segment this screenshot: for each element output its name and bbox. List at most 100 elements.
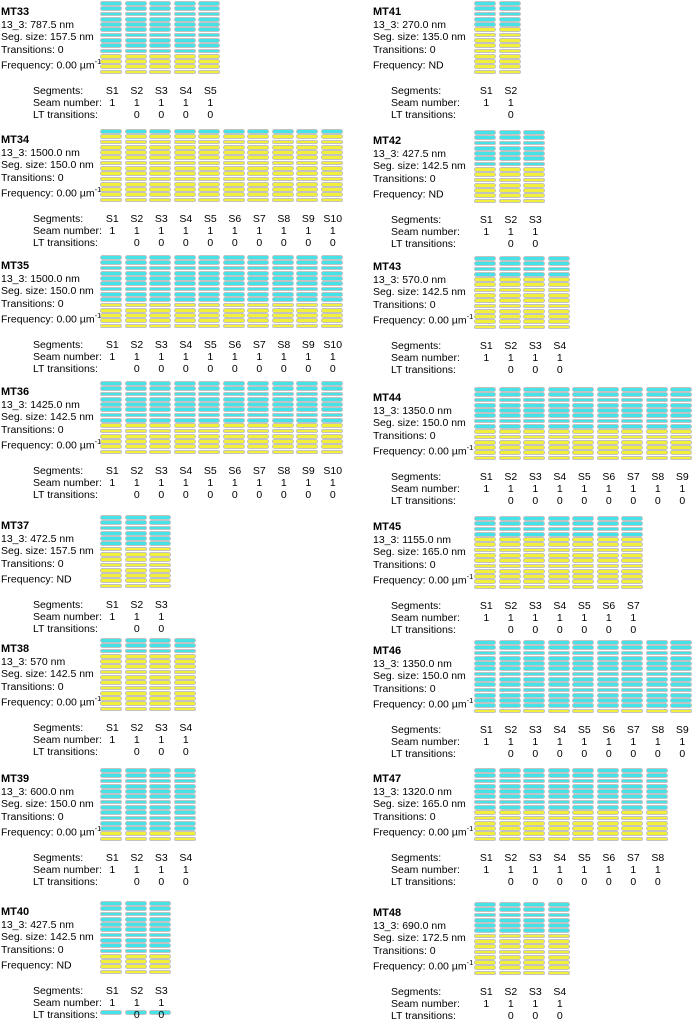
lt-value: 0 <box>581 876 588 888</box>
lattice-cell <box>124 768 147 773</box>
lattice-cell <box>124 901 147 906</box>
lattice-cell <box>149 799 171 805</box>
segments-row: Segments: S1 S2 S3 S4 S5 <box>0 85 348 97</box>
lattice-segment-column <box>474 1 496 75</box>
lattice-cell <box>271 391 294 397</box>
lattice-cell <box>124 1010 147 1015</box>
seam-value: 1 <box>231 477 238 489</box>
segment-header: S3 <box>154 722 168 734</box>
lattice-cell <box>124 638 147 643</box>
lattice-cell <box>621 836 643 842</box>
lt-value <box>474 364 499 376</box>
lattice-cell <box>173 674 196 680</box>
seam-value: 1 <box>581 483 588 495</box>
lattice-cell <box>124 69 147 75</box>
lattice-cell <box>621 640 643 645</box>
lattice-cell <box>474 820 496 826</box>
seam-value: 1 <box>305 225 312 237</box>
segment-header: S1 <box>479 471 493 483</box>
lattice-cell <box>547 455 570 461</box>
lattice-cell <box>523 172 545 177</box>
lattice-cell <box>645 698 668 703</box>
lattice-cell <box>247 139 269 145</box>
segment-header: S3 <box>154 985 168 997</box>
lattice-cell <box>645 804 668 810</box>
lattice-cell <box>149 286 171 292</box>
lattice-cell <box>547 266 570 272</box>
lattice-cell <box>296 407 318 413</box>
lt-value: 0 <box>507 238 514 250</box>
lattice-cell <box>498 188 521 193</box>
lattice-cell <box>670 397 692 403</box>
segment-header: S2 <box>130 599 144 611</box>
lattice-cell <box>474 287 496 293</box>
lattice-cell <box>100 260 122 265</box>
lattice-cell <box>149 826 171 831</box>
lt-value: 0 <box>182 876 189 888</box>
lattice-cell <box>222 313 245 318</box>
lattice-cell <box>296 291 318 297</box>
segment-header: S1 <box>479 724 493 736</box>
lattice-cell <box>670 655 692 661</box>
lattice-cell <box>523 156 545 162</box>
seam-value: 1 <box>605 612 612 624</box>
lattice-cell <box>198 417 220 423</box>
lattice-cell <box>645 429 668 434</box>
lattice-cell <box>149 129 171 134</box>
lattice-segment-column <box>149 255 171 329</box>
lattice-cell <box>296 396 318 402</box>
lattice-cell <box>271 439 294 444</box>
lattice-cell <box>523 408 545 413</box>
lattice-cell <box>149 165 171 171</box>
lt-value: 0 <box>133 623 140 635</box>
lattice-cell <box>124 773 147 778</box>
lattice-cell <box>621 455 643 461</box>
segments-label: Segments: <box>391 85 442 97</box>
lattice-cell <box>222 428 245 434</box>
lattice-cell <box>645 413 668 419</box>
lt-value: 0 <box>133 876 140 888</box>
lattice-cell <box>523 397 545 403</box>
lattice-cell <box>572 392 594 397</box>
lattice-cell <box>124 810 147 815</box>
lattice-cell <box>547 938 570 944</box>
lattice-cell <box>296 386 318 391</box>
lattice-cell <box>222 302 245 308</box>
lattice-cell <box>124 16 147 22</box>
lattice-cell <box>173 281 196 287</box>
lattice-segment-column <box>247 381 269 455</box>
lattice-cell <box>547 773 570 778</box>
panel-frequency-label: Frequency: 0.00 µm-1 <box>373 824 474 839</box>
segments-label: Segments: <box>391 214 442 226</box>
seam-value: 1 <box>133 225 140 237</box>
lattice-cell <box>247 412 269 418</box>
segment-header: S2 <box>504 986 518 998</box>
lattice-cell <box>100 37 122 43</box>
panel-transitions-label: Transitions: 0 <box>373 558 436 571</box>
lattice-cell <box>222 171 245 176</box>
lattice-cell <box>320 307 343 313</box>
lattice-cell <box>100 530 122 536</box>
lattice-cell <box>572 429 594 434</box>
lattice-cell <box>670 698 692 703</box>
panel-length-label: 13_3: 1500.0 nm <box>1 146 80 159</box>
seam-value: 1 <box>483 483 490 495</box>
lattice-cell <box>320 260 343 265</box>
lattice-cell <box>474 140 496 146</box>
lattice-cell <box>670 450 692 456</box>
lt-value: 0 <box>532 238 539 250</box>
panel-seg-size-label: Seg. size: 150.0 nm <box>373 670 466 683</box>
lt-value: 0 <box>556 624 563 636</box>
seam-value: 1 <box>256 351 263 363</box>
lattice-cell <box>173 286 196 292</box>
lattice-cell <box>124 536 147 541</box>
lattice-cell <box>100 281 122 287</box>
lattice-cell <box>621 584 643 590</box>
lattice-cell <box>124 176 147 182</box>
lattice-cell <box>474 182 496 188</box>
lattice-cell <box>474 282 496 288</box>
lattice-cell <box>474 965 496 971</box>
